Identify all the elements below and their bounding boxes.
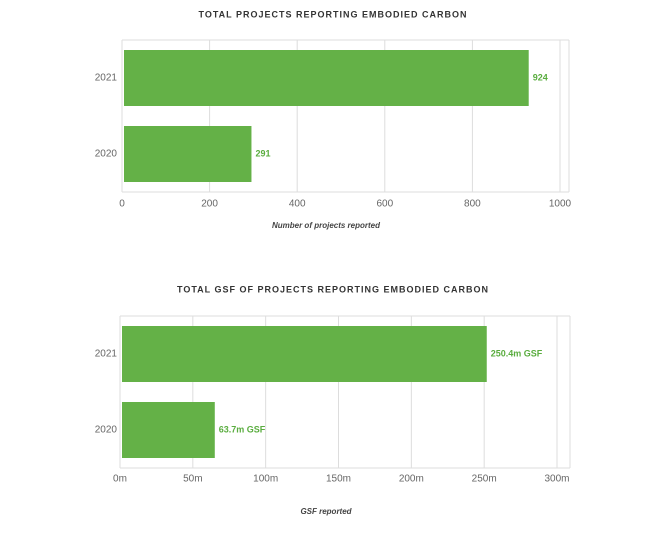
y-tick-label: 2021: [95, 349, 118, 360]
y-tick-label: 2020: [95, 149, 118, 160]
value-label: 924: [533, 72, 548, 82]
x-tick-label: 100m: [253, 474, 278, 485]
x-tick-label: 250m: [472, 474, 497, 485]
value-label: 63.7m GSF: [219, 424, 266, 434]
x-tick-label: 800: [464, 199, 481, 210]
x-tick-label: 200: [201, 199, 218, 210]
x-tick-label: 300m: [544, 474, 569, 485]
value-label: 250.4m GSF: [491, 348, 543, 358]
value-label: 291: [255, 148, 270, 158]
x-tick-label: 50m: [183, 474, 202, 485]
bar: [122, 326, 487, 382]
chart-title: TOTAL GSF OF PROJECTS REPORTING EMBODIED…: [177, 284, 489, 294]
y-tick-label: 2021: [95, 73, 118, 84]
x-tick-label: 0: [119, 199, 125, 210]
x-tick-label: 200m: [399, 474, 424, 485]
x-tick-label: 150m: [326, 474, 351, 485]
bar: [122, 402, 215, 458]
chart-title: TOTAL PROJECTS REPORTING EMBODIED CARBON: [198, 9, 467, 19]
bar: [124, 50, 529, 106]
x-tick-label: 600: [376, 199, 393, 210]
y-tick-label: 2020: [95, 425, 118, 436]
x-tick-label: 0m: [113, 474, 127, 485]
bar: [124, 126, 252, 182]
x-axis-title: Number of projects reported: [272, 221, 381, 230]
x-tick-label: 400: [289, 199, 306, 210]
x-axis-title: GSF reported: [300, 507, 352, 516]
x-tick-label: 1000: [549, 199, 572, 210]
